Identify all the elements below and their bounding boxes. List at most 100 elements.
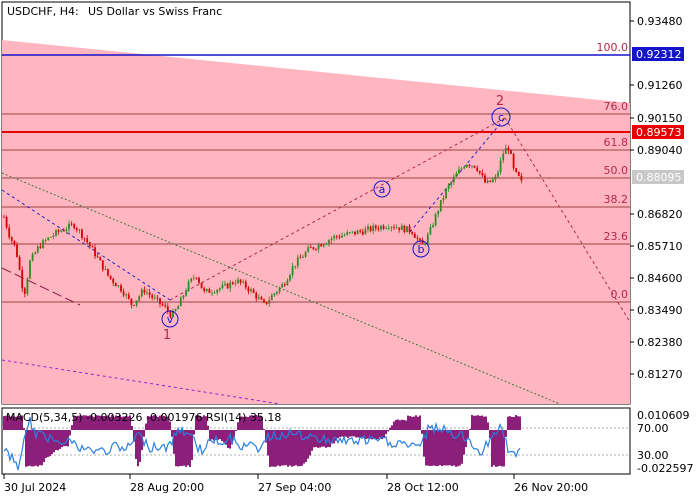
macd-bar: [311, 430, 313, 451]
macd-bar: [513, 416, 515, 430]
macd-bar: [129, 415, 131, 430]
macd-bar: [491, 430, 493, 467]
macd-bar: [279, 430, 281, 467]
macd-bar: [207, 425, 209, 430]
candle-body: [382, 225, 385, 229]
candle-body: [135, 300, 138, 306]
price-badge-red: [632, 125, 684, 139]
macd-bar: [411, 416, 413, 430]
candle-body: [299, 257, 302, 259]
wave-c-circle: [491, 107, 511, 127]
time-axis[interactable]: 30 Jul 2024 28 Aug 20:00 27 Sep 04:00 28…: [3, 474, 588, 494]
candle-body: [47, 237, 50, 241]
macd-bar: [469, 428, 471, 430]
price-tick: 0.89040: [637, 144, 683, 157]
candle-body: [179, 297, 182, 307]
macd-bar: [489, 430, 491, 438]
price-axis[interactable]: 0.93480 0.91260 0.90150 0.89040 0.86820 …: [630, 15, 683, 381]
macd-bar: [471, 415, 473, 430]
candle-body: [364, 229, 367, 235]
macd-bar: [373, 430, 375, 439]
candle-body: [75, 228, 78, 231]
macd-bar: [245, 416, 247, 430]
candle-body: [315, 249, 317, 250]
macd-bar: [139, 430, 141, 462]
candle-body: [460, 168, 463, 170]
candle-body: [229, 282, 232, 289]
macd-bar: [149, 416, 151, 430]
macd-bar: [393, 421, 395, 430]
candle-body: [507, 147, 510, 151]
macd-bar: [205, 416, 207, 430]
macd-bar: [255, 415, 257, 430]
macd-bar: [439, 430, 441, 466]
candle-body: [452, 176, 455, 183]
macd-bar: [389, 427, 391, 430]
macd-bar: [377, 430, 379, 440]
candle-body: [517, 171, 520, 176]
channel-lines: [1, 117, 631, 405]
macd-bar: [73, 416, 75, 430]
macd-bar: [293, 430, 295, 466]
macd-bar: [487, 422, 489, 430]
candle-body: [148, 292, 151, 296]
candle-body: [250, 289, 252, 292]
macd-bar: [175, 430, 177, 467]
macd-bar: [435, 430, 437, 467]
macd-bar: [297, 430, 299, 467]
candle-body: [239, 279, 242, 283]
fib-label: 100.0: [597, 41, 629, 54]
macd-bar: [167, 416, 169, 430]
candle-body: [439, 200, 442, 212]
macd-bar: [309, 430, 311, 456]
macd-bar: [429, 430, 431, 467]
macd-bar: [277, 430, 279, 466]
candle-body: [369, 226, 372, 231]
time-tick: 28 Oct 12:00: [387, 481, 459, 494]
candle-body: [268, 300, 271, 304]
macd-bar: [165, 416, 167, 430]
candle-body: [42, 240, 44, 248]
macd-bar: [247, 416, 249, 430]
macd-bar: [151, 416, 153, 430]
macd-bar: [65, 430, 67, 447]
macd-bar: [283, 430, 285, 466]
candle-body: [255, 292, 258, 299]
candle-body: [354, 231, 356, 235]
macd-bar: [225, 430, 227, 445]
macd-bar: [69, 430, 71, 436]
macd-bar: [153, 415, 155, 430]
price-tick: 0.91260: [637, 79, 683, 92]
macd-bar: [503, 430, 505, 467]
macd-bar: [473, 415, 475, 430]
macd-bar: [127, 416, 129, 430]
macd-bar: [181, 430, 183, 466]
candle-body: [432, 225, 434, 227]
macd-bar: [59, 430, 61, 449]
macd-bar: [199, 416, 201, 430]
candle-body: [335, 235, 338, 237]
macd-bar: [369, 430, 371, 439]
candle-body: [133, 305, 135, 306]
price-tick: 0.90150: [637, 112, 683, 125]
candle-body: [221, 284, 224, 289]
price-tick: 0.81270: [637, 368, 683, 381]
candle-body: [377, 228, 380, 230]
candle-body: [429, 226, 432, 235]
candle-body: [489, 180, 492, 182]
macd-bar: [137, 430, 139, 467]
candle-body: [65, 229, 68, 231]
macd-bar: [171, 430, 173, 437]
macd-bar: [505, 430, 507, 437]
macd-bar: [9, 416, 11, 430]
macd-bar: [483, 416, 485, 430]
candle-body: [244, 281, 247, 288]
macd-bar: [299, 430, 301, 467]
candle-body: [520, 175, 523, 181]
macd-bar: [135, 430, 137, 460]
macd-bar: [419, 415, 421, 430]
macd-bar: [337, 430, 339, 439]
candle-body: [302, 256, 304, 258]
